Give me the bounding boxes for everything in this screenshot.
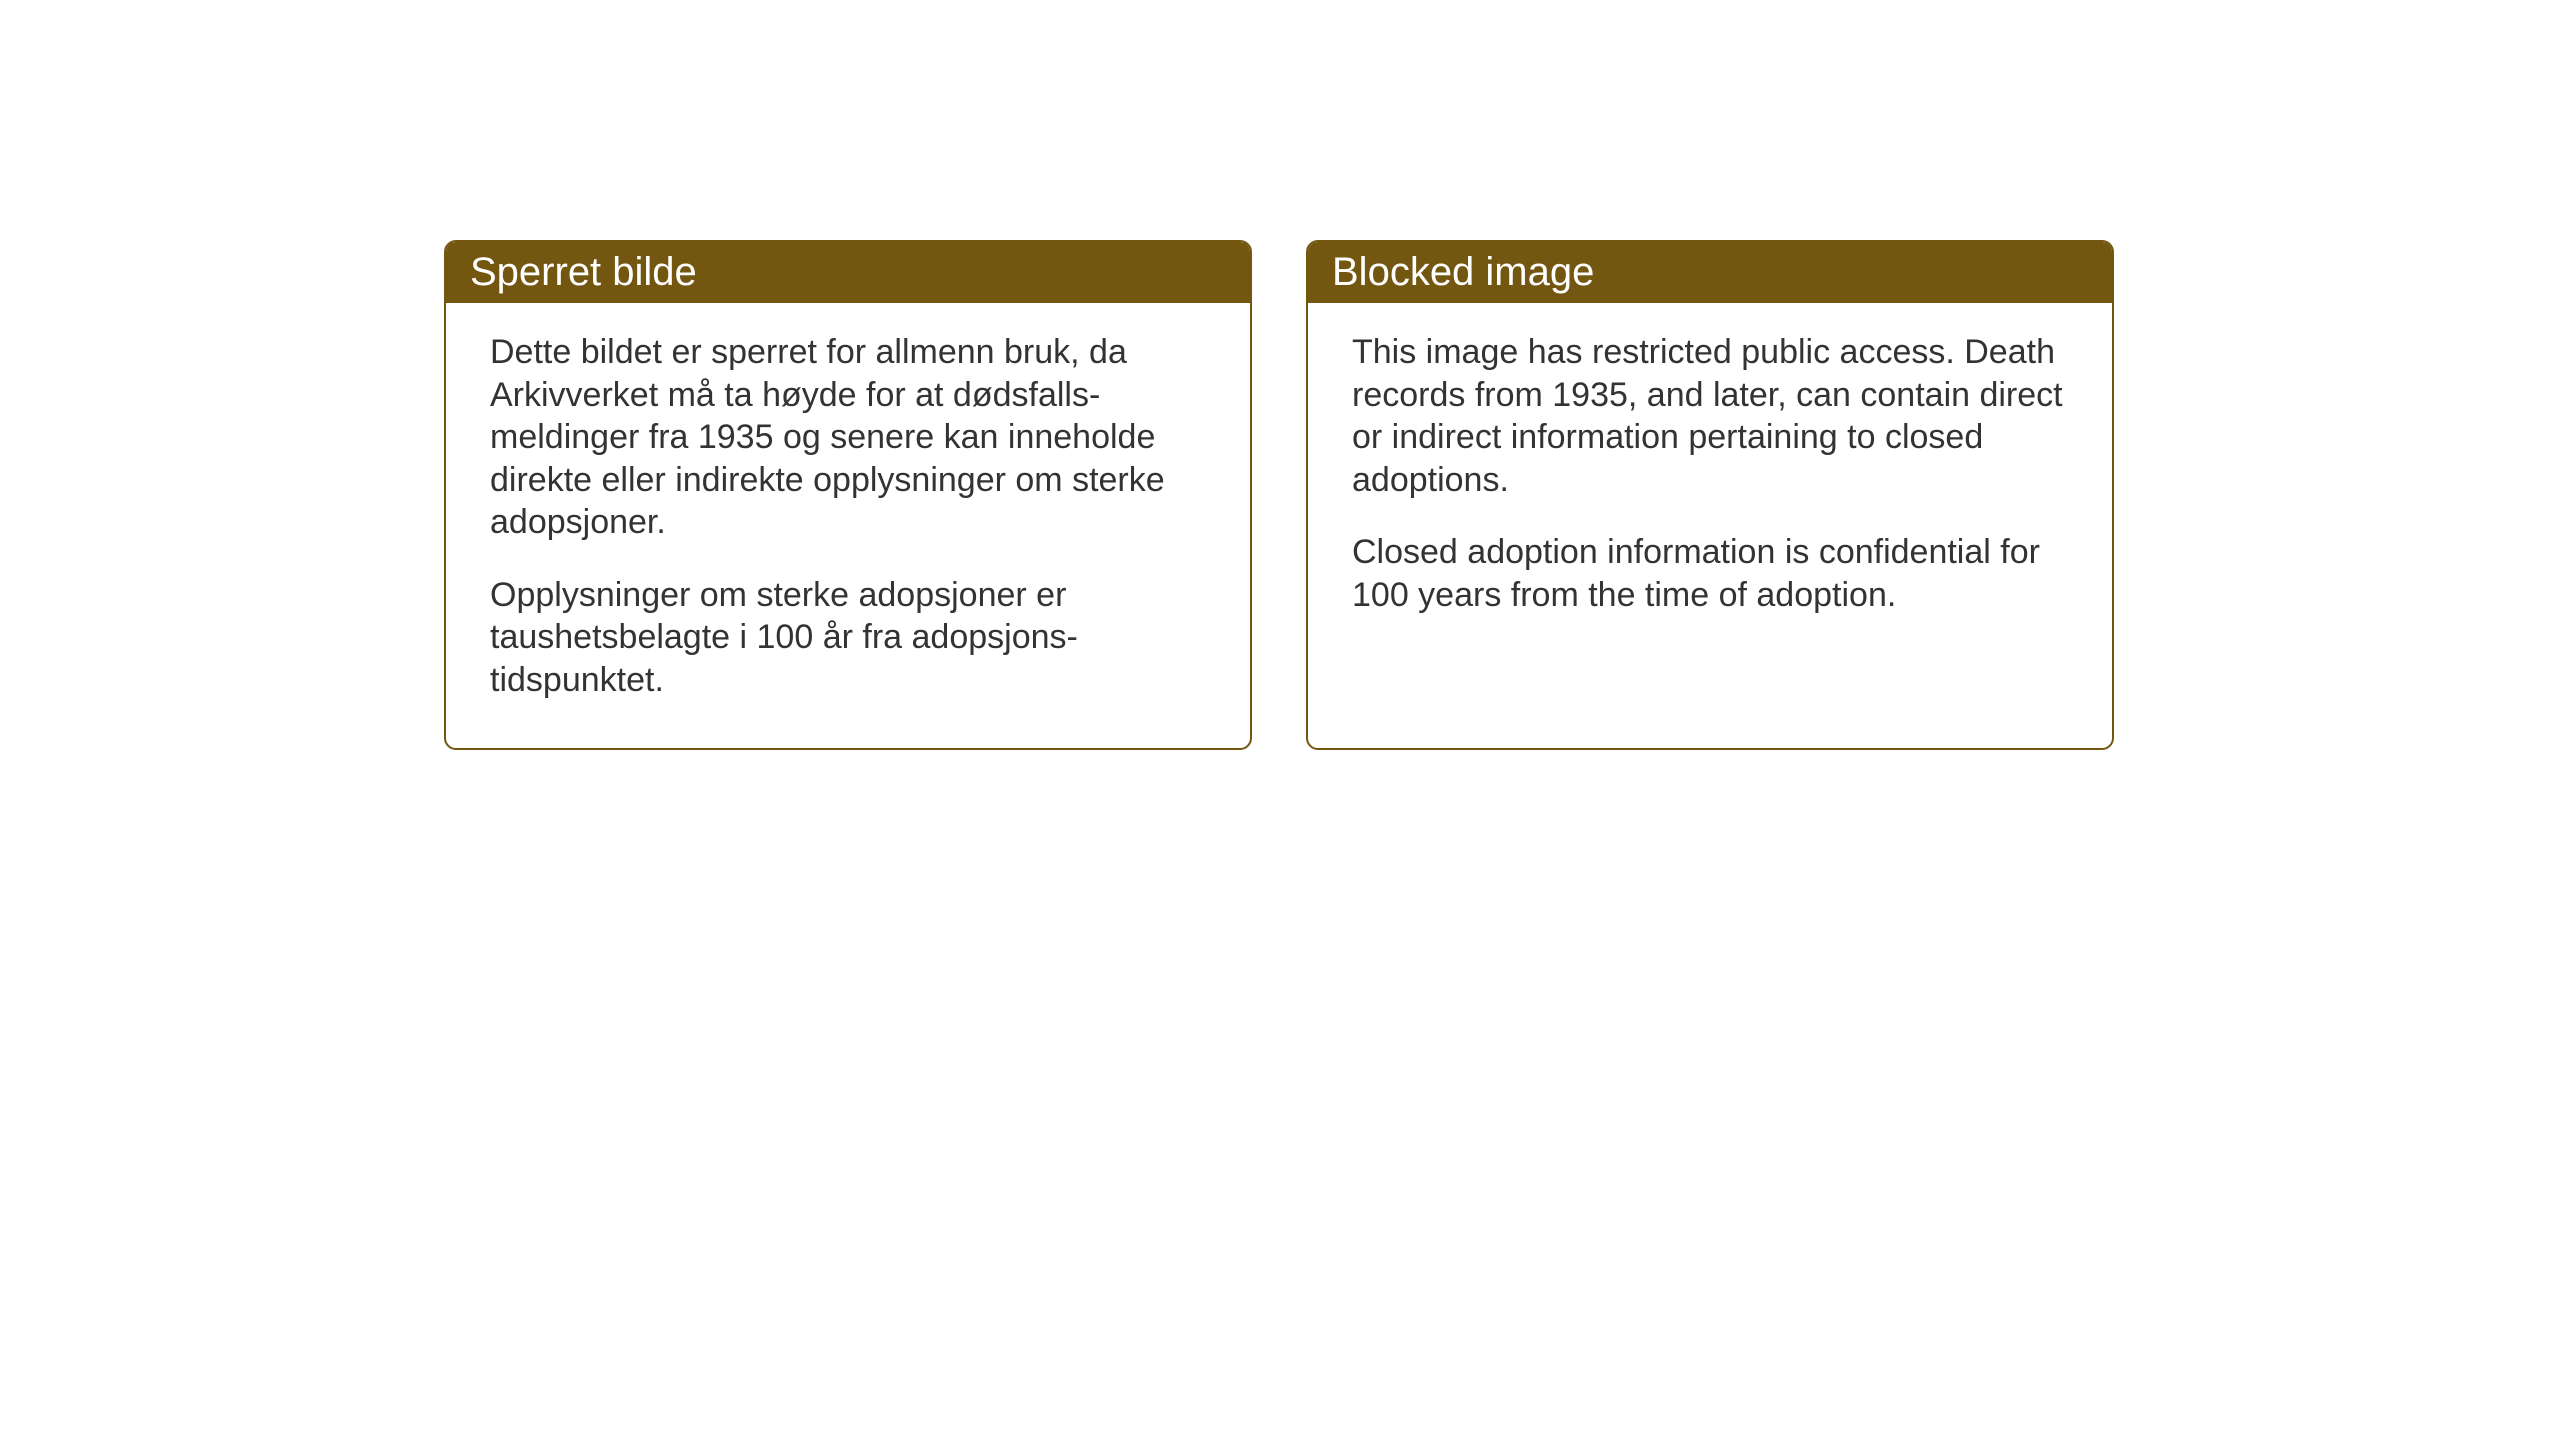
card-paragraph-2-norwegian: Opplysninger om sterke adopsjoner er tau… [490, 574, 1206, 702]
card-paragraph-1-norwegian: Dette bildet er sperret for allmenn bruk… [490, 331, 1206, 544]
card-body-english: This image has restricted public access.… [1308, 303, 2112, 652]
card-header-english: Blocked image [1308, 242, 2112, 303]
card-body-norwegian: Dette bildet er sperret for allmenn bruk… [446, 303, 1250, 737]
card-paragraph-1-english: This image has restricted public access.… [1352, 331, 2068, 501]
card-header-norwegian: Sperret bilde [446, 242, 1250, 303]
card-english: Blocked image This image has restricted … [1306, 240, 2114, 750]
card-norwegian: Sperret bilde Dette bildet er sperret fo… [444, 240, 1252, 750]
card-title-norwegian: Sperret bilde [470, 250, 697, 294]
card-title-english: Blocked image [1332, 250, 1594, 294]
cards-container: Sperret bilde Dette bildet er sperret fo… [444, 240, 2114, 750]
card-paragraph-2-english: Closed adoption information is confident… [1352, 531, 2068, 616]
